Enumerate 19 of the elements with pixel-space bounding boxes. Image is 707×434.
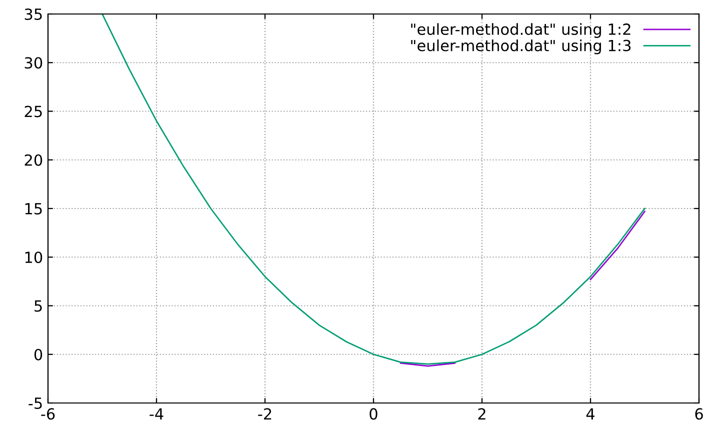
y-tick-label: 35 <box>24 8 42 20</box>
y-tick-label: 25 <box>24 106 42 118</box>
legend-label: "euler-method.dat" using 1:3 <box>411 39 631 54</box>
y-tick-label: 15 <box>25 203 42 215</box>
legend-label: "euler-method.dat" using 1:2 <box>411 23 630 38</box>
y-tick-label: 0 <box>34 348 42 360</box>
y-tick-label: 30 <box>24 57 42 69</box>
x-tick-label: -4 <box>150 408 164 420</box>
line-series <box>102 14 646 365</box>
x-tick-label: 2 <box>478 408 486 420</box>
x-tick-label: 0 <box>370 408 378 420</box>
y-tick-label: -5 <box>28 398 42 410</box>
x-tick-label: 4 <box>586 408 595 420</box>
y-tick-label: 20 <box>24 154 42 166</box>
y-tick-label: 5 <box>34 300 42 312</box>
x-tick-label: 6 <box>695 408 703 420</box>
x-tick-label: -2 <box>258 408 272 420</box>
y-tick-label: 10 <box>25 252 42 264</box>
x-tick-label: -6 <box>41 408 55 420</box>
